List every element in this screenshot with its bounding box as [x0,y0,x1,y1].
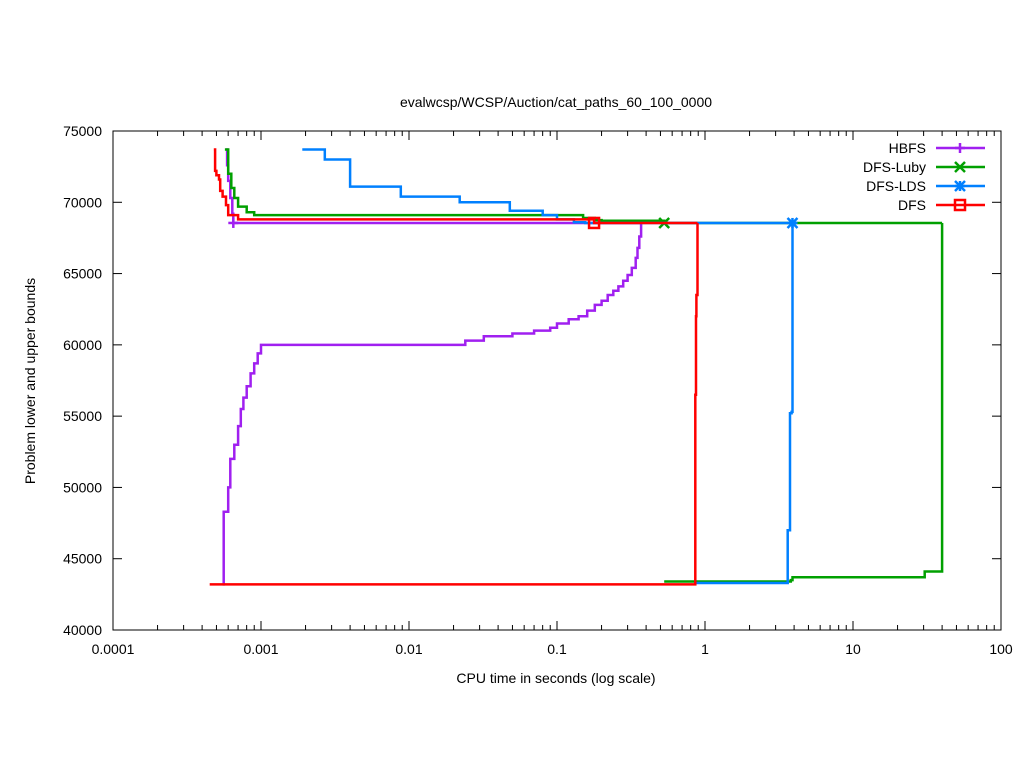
legend-label: DFS [898,197,926,213]
x-tick-label: 0.001 [243,641,278,657]
legend-marker [953,198,967,212]
series-dfs-luby-upper-line [224,148,943,225]
x-tick-label: 0.1 [547,641,567,657]
y-tick-label: 50000 [63,479,102,495]
legend-marker-stroke [953,198,967,212]
y-tick-label: 65000 [63,266,102,282]
y-axis-label: Problem lower and upper bounds [22,278,38,484]
legend-label: DFS-Luby [863,159,926,175]
y-tick-label: 70000 [63,194,102,210]
axes: 0.0001 0.001 0.01 0.1 1 10 100 40000 45000 50000 5… [63,123,1013,657]
series-dfs-luby-lower-line [664,223,944,583]
x-tick-label: 0.0001 [92,641,135,657]
series-dfs-lds-marker [786,217,799,229]
x-tick-label: 1 [701,641,709,657]
y-tick-label: 40000 [63,622,102,638]
legend-item-dfs: DFS [898,197,985,213]
y-tick-label: 55000 [63,408,102,424]
legend-item-dfs-luby: DFS-Luby [863,159,985,175]
y-tick-label: 45000 [63,551,102,567]
chart-title: evalwcsp/WCSP/Auction/cat_paths_60_100_0… [400,94,712,110]
legend-label: DFS-LDS [866,178,926,194]
series-hbfs-lower-line [222,223,643,586]
legend-marker-stroke [954,161,966,173]
x-axis-label: CPU time in seconds (log scale) [456,670,655,686]
series-dfs-lds [302,148,799,585]
x-tick-label: 100 [989,641,1013,657]
x-tick-label: 0.01 [395,641,422,657]
legend-item-hbfs: HBFS [889,140,985,156]
legend-label: HBFS [889,140,926,156]
x-tick-label: 10 [845,641,861,657]
series-dfs-upper-line [213,148,698,225]
series-dfs [209,148,699,586]
y-tick-label: 60000 [63,337,102,353]
series-dfs-marker [587,216,601,230]
legend-item-dfs-lds: DFS-LDS [866,178,985,194]
legend-marker [954,161,966,173]
series-dfs-lds-marker-stroke [786,217,799,229]
legend-marker-stroke [954,180,966,192]
legend-marker [955,143,965,153]
legend-marker [954,180,966,192]
series-dfs-lower-line [209,223,699,586]
series-hbfs-marker [228,217,239,228]
y-tick-label: 75000 [63,123,102,139]
legend: HBFS DFS-Luby DFS-LDS DFS [863,140,985,213]
series-dfs-lds-upper-line [302,148,793,225]
series-layer [209,148,944,586]
series-dfs-marker-stroke [587,216,601,230]
series-dfs-lds-lower-line [694,223,794,585]
